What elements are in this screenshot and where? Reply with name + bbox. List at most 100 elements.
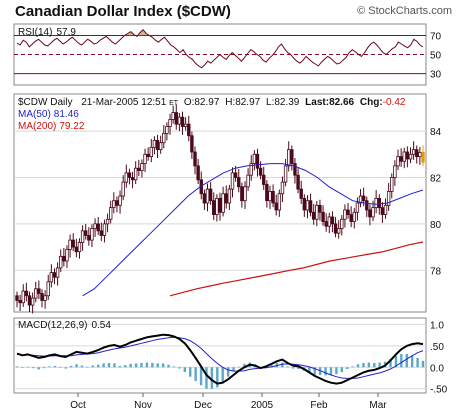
macd-hist-bar — [37, 367, 40, 370]
ma50-legend: MA(50) 81.46 — [18, 109, 79, 120]
low-label: L: — [266, 97, 274, 108]
macd-hist-bar — [400, 354, 403, 368]
macd-hist-bar — [189, 367, 192, 377]
price-bar-body — [162, 133, 166, 144]
price-bar-body — [171, 112, 175, 120]
date-tick-label: 2005 — [251, 400, 274, 411]
date-label: 21-Mar-2005 12:51 — [81, 97, 166, 108]
macd-tick-label: .50 — [430, 342, 444, 353]
macd-label: MACD(12,26,9) 0.54 — [18, 320, 111, 331]
open-value: 82.97 — [194, 97, 219, 108]
price-bar-body — [74, 246, 79, 253]
price-bar-body — [108, 207, 113, 220]
price-bar-body — [221, 193, 225, 213]
price-bar-body — [336, 228, 341, 234]
price-bar-body — [190, 135, 194, 153]
price-bar-body — [418, 152, 422, 158]
rsi-tick-label: 70 — [430, 31, 442, 42]
macd-axis: 1.0 .50 0.0 -.50 — [430, 320, 448, 395]
price-bar-body — [368, 209, 372, 218]
ma200-legend: MA(200) 79.22 — [18, 121, 85, 132]
macd-hist-bar — [373, 363, 376, 368]
macd-hist-bar — [421, 360, 425, 368]
price-bar-body — [46, 281, 50, 297]
price-bar-body — [361, 195, 366, 202]
price-bar-body — [137, 167, 141, 171]
price-bar-body — [99, 230, 104, 236]
price-bar-body — [352, 211, 356, 222]
macd-hist-bar — [64, 367, 67, 369]
price-bar-body — [268, 191, 272, 202]
macd-panel: MACD(12,26,9) 0.54 1.0 .50 0.0 -.50 — [13, 317, 448, 396]
price-bar-body — [183, 123, 188, 127]
price-bar-body — [227, 188, 232, 204]
macd-hist-bar — [243, 363, 246, 368]
price-bar-body — [274, 202, 278, 211]
price-bar-body — [212, 200, 216, 215]
macd-hist-bar — [156, 363, 159, 368]
macd-hist-bar — [308, 367, 311, 373]
ma200-name: MA(200) — [18, 121, 56, 132]
macd-hist-bar — [32, 367, 35, 369]
macd-tick-label: 0.0 — [430, 363, 444, 374]
price-bar-body — [43, 295, 47, 301]
open-label: O: — [184, 97, 195, 108]
price-bar-body — [318, 204, 322, 213]
price-bar-body — [87, 235, 91, 241]
copyright-text: © StockCharts.com — [357, 5, 452, 17]
price-bar-body — [240, 186, 244, 202]
price-bar-body — [308, 200, 313, 213]
macd-hist-bar — [346, 367, 349, 369]
price-bar-body — [393, 165, 397, 178]
price-bar-body — [143, 153, 147, 164]
macd-hist-bar — [26, 366, 30, 368]
price-bar-body — [24, 290, 29, 297]
date-tick-label: Dec — [194, 400, 212, 411]
price-bar-body — [37, 288, 41, 294]
price-bar-body — [218, 197, 222, 213]
macd-hist-bar — [389, 358, 392, 368]
price-bar-body — [96, 223, 100, 232]
price-bar-body — [146, 153, 150, 158]
macd-hist-bar — [416, 357, 419, 368]
price-bar-body — [243, 186, 247, 202]
price-bar-body — [21, 290, 25, 304]
price-bar-body — [311, 211, 316, 220]
price-bar-body — [202, 193, 207, 204]
macd-hist-bar — [367, 362, 371, 368]
macd-hist-bar — [151, 363, 154, 368]
price-grid — [14, 130, 426, 271]
macd-hist-bar — [378, 362, 381, 368]
price-bar-body — [65, 248, 69, 262]
price-bar-body — [174, 112, 178, 125]
tz-label: ET — [169, 100, 179, 107]
rsi-line — [16, 28, 424, 69]
chg-value: -0.42 — [383, 97, 406, 108]
macd-hist-bar — [69, 366, 73, 368]
price-tick-label: 82 — [430, 173, 442, 184]
price-bar-body — [77, 242, 82, 253]
macd-hist-bar — [75, 364, 78, 368]
price-tick-label: 80 — [430, 220, 442, 231]
price-bar-body — [249, 163, 253, 176]
price-bar-body — [105, 218, 110, 225]
price-bar-body — [399, 156, 403, 162]
macd-hist-bar — [329, 367, 333, 375]
macd-histogram — [15, 354, 425, 389]
low-value: 82.39 — [274, 97, 299, 108]
price-bar-body — [52, 272, 57, 278]
macd-hist-bar — [199, 367, 203, 386]
date-axis: Oct Nov Dec 2005 Feb Mar — [70, 393, 387, 411]
macd-tick-label: 1.0 — [430, 320, 444, 331]
price-bar-body — [324, 221, 328, 227]
price-bar-body — [93, 223, 97, 229]
price-bar-body — [193, 151, 197, 167]
price-bar-body — [305, 200, 310, 211]
macd-hist-bar — [113, 363, 116, 368]
macd-hist-bar — [351, 366, 354, 368]
rsi-value: 57.9 — [56, 27, 76, 38]
chg-label: Chg: — [360, 97, 383, 108]
price-bar-body — [380, 207, 385, 215]
price-bar-body — [196, 165, 200, 181]
price-bar-body — [371, 207, 375, 218]
